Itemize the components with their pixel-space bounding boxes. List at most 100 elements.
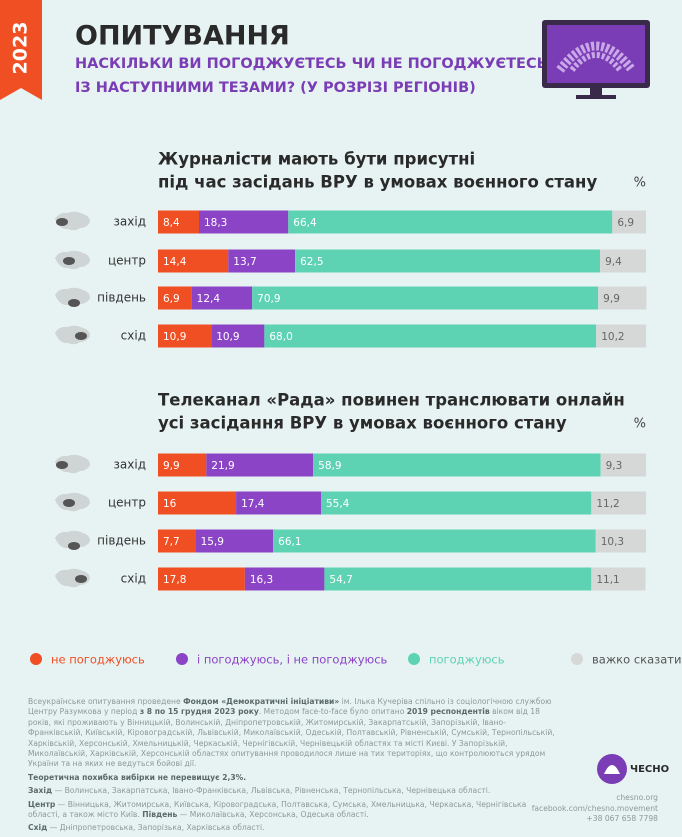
region-part: — Дніпропетровська, Запорізька, Харківсь… (47, 823, 265, 833)
region-map-icon (55, 492, 90, 512)
map-shape (55, 530, 90, 550)
legend-label: і погоджуюсь, і не погоджуюсь (197, 653, 388, 667)
year: 2023 (10, 22, 32, 75)
value-label: 10,9 (163, 331, 186, 343)
bar-segment (211, 324, 265, 348)
bar-segment (198, 210, 289, 234)
bar-segment (158, 210, 199, 234)
bar-segment (236, 491, 321, 515)
bar-segment (600, 453, 646, 477)
contacts: chesno.org facebook.com/chesno.movement … (532, 793, 658, 825)
year-ribbon (0, 0, 42, 100)
bar-segment (244, 567, 325, 591)
contact: chesno.org (616, 793, 658, 802)
map-region (56, 218, 68, 226)
tv-icon (542, 20, 650, 99)
map-region (56, 461, 68, 469)
chart-title: Журналісти мають бути присутні (158, 150, 475, 169)
value-label: 18,3 (204, 217, 227, 229)
bar-segment (158, 286, 192, 310)
legend-label: важко сказати (592, 653, 681, 667)
region-map-icon (55, 454, 90, 474)
value-label: 62,5 (300, 256, 323, 268)
category-label: схід (121, 329, 146, 343)
bar-segment (320, 491, 592, 515)
value-label: 10,3 (601, 536, 624, 548)
region-map-icon (55, 568, 90, 588)
value-label: 55,4 (326, 498, 350, 510)
category-label: центр (108, 254, 146, 268)
chart-title: усі засідання ВРУ в умовах воєнного стан… (158, 414, 567, 433)
method-part: з 8 по 15 грудня 2023 року (139, 707, 259, 717)
value-label: 70,9 (257, 293, 280, 305)
value-label: 66,1 (278, 536, 301, 548)
value-label: 9,9 (163, 460, 180, 472)
legend-marker (30, 653, 42, 665)
region-part: Центр (28, 799, 56, 809)
map-region (75, 575, 87, 583)
value-label: 15,9 (201, 536, 224, 548)
bar-segment (252, 286, 599, 310)
region-part: Південь (142, 810, 178, 820)
region-map-icon (55, 325, 90, 345)
method-part: 2019 респондентів (406, 707, 490, 717)
value-label: 12,4 (197, 293, 221, 305)
value-label: 16,3 (250, 574, 273, 586)
chart-title: Телеканал «Рада» повинен транслювати онл… (158, 391, 625, 410)
bar-segment (595, 529, 646, 553)
value-label: 7,7 (163, 536, 180, 548)
region-notes: Захід — Волинська, Закарпатська, Івано-Ф… (28, 786, 558, 834)
bar-segment (206, 453, 314, 477)
map-region (63, 257, 75, 265)
bar-segment (295, 249, 601, 273)
region-part: Захід (28, 786, 53, 796)
category-label: захід (114, 215, 146, 229)
bar-segment (273, 529, 596, 553)
region-part: — Миколаївська, Херсонська, Одеська обла… (177, 810, 369, 820)
value-label: 13,7 (233, 256, 256, 268)
method-part: віком від 18 років, які проживають у Він… (28, 707, 555, 769)
map-region (63, 499, 75, 507)
value-label: 66,4 (293, 217, 317, 229)
bar-segment (158, 567, 245, 591)
region-note: Схід — Дніпропетровська, Запорізька, Хар… (28, 823, 558, 833)
brand: ЧЕСНО (630, 764, 669, 775)
value-label: 21,9 (211, 460, 234, 472)
bar-segment (158, 249, 229, 273)
bar-segment (600, 249, 646, 273)
legend-marker (176, 653, 188, 665)
legend-marker (571, 653, 583, 665)
category-label: південь (97, 291, 146, 305)
bar-segment (596, 324, 646, 348)
value-label: 17,8 (163, 574, 186, 586)
region-map-icon (55, 211, 90, 231)
value-label: 8,4 (163, 217, 180, 229)
bar-segment (591, 567, 646, 591)
region-map-icon (55, 250, 90, 270)
value-label: 68,0 (269, 331, 292, 343)
region-note: Захід — Волинська, Закарпатська, Івано-Ф… (28, 786, 558, 796)
region-part: Схід (28, 823, 48, 833)
map-region (68, 299, 80, 307)
map-shape (55, 287, 90, 307)
legend-marker (408, 653, 420, 665)
bar-segment (264, 324, 597, 348)
bar-segment (591, 491, 646, 515)
category-label: південь (97, 534, 146, 548)
bar-segment (195, 529, 274, 553)
value-label: 9,3 (606, 460, 623, 472)
subtitle-line: ІЗ НАСТУПНИМИ ТЕЗАМИ? (У РОЗРІЗІ РЕГІОНІ… (75, 80, 476, 96)
value-label: 10,2 (601, 331, 624, 343)
subtitle-line: НАСКІЛЬКИ ВИ ПОГОДЖУЄТЕСЬ ЧИ НЕ ПОГОДЖУЄ… (75, 56, 548, 72)
region-part: — Вінницька, Житомирська, Київська, Кіро… (28, 799, 527, 820)
unit-label: % (634, 417, 646, 432)
legend-label: погоджуюсь (429, 653, 505, 667)
bar-segment (158, 453, 207, 477)
value-label: 6,9 (163, 293, 180, 305)
error-note: Теоретична похибка вибірки не перевищує … (28, 773, 558, 783)
region-note: Центр — Вінницька, Житомирська, Київська… (28, 800, 558, 821)
bar-segment (158, 529, 196, 553)
bar-segment (313, 453, 601, 477)
